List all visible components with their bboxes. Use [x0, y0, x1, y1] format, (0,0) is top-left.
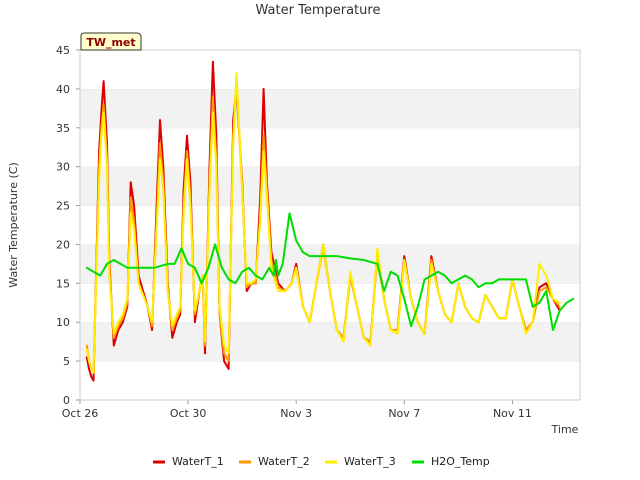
grid-band — [80, 50, 580, 89]
x-tick-label: Nov 11 — [493, 407, 532, 420]
legend-item: WaterT_3 — [325, 455, 396, 468]
legend-label: WaterT_1 — [172, 455, 224, 468]
grid-band — [80, 322, 580, 362]
legend: WaterT_1 WaterT_2 WaterT_3 H2O_Temp — [153, 455, 490, 468]
chart-title: Water Temperature — [256, 3, 381, 18]
y-axis-label: Water Temperature (C) — [7, 162, 20, 287]
legend-label: H2O_Temp — [431, 455, 490, 468]
series-layer — [85, 60, 575, 382]
x-tick-label: Oct 26 — [62, 407, 99, 420]
y-tick-label: 35 — [56, 122, 70, 135]
grid-band — [80, 244, 580, 284]
x-axis: Oct 26 Oct 30 Nov 3 Nov 7 Nov 11 — [62, 400, 532, 420]
series-line-watert-3 — [85, 72, 561, 374]
y-tick-label: 45 — [56, 44, 70, 57]
y-tick-label: 15 — [56, 277, 70, 290]
legend-item: WaterT_1 — [153, 455, 224, 468]
y-axis: 0 5 10 15 20 25 30 35 40 45 — [56, 44, 80, 407]
station-badge-label: TW_met — [86, 36, 135, 49]
y-tick-label: 25 — [56, 200, 70, 213]
y-tick-label: 30 — [56, 161, 70, 174]
legend-item: H2O_Temp — [412, 455, 490, 468]
y-tick-label: 5 — [63, 355, 70, 368]
y-tick-label: 20 — [56, 238, 70, 251]
y-tick-label: 40 — [56, 83, 70, 96]
x-axis-label: Time — [551, 423, 579, 436]
plot-border — [79, 49, 581, 401]
grid-band — [80, 88, 580, 128]
legend-item: WaterT_2 — [239, 455, 310, 468]
grid-band — [80, 361, 580, 400]
x-tick-label: Oct 30 — [170, 407, 207, 420]
y-tick-label: 10 — [56, 316, 70, 329]
y-tick-label: 0 — [63, 394, 70, 407]
station-badge-box — [80, 32, 142, 51]
legend-label: WaterT_2 — [258, 455, 310, 468]
series-line-h2o-temp — [85, 212, 575, 331]
x-tick-label: Nov 7 — [388, 407, 420, 420]
legend-label: WaterT_3 — [344, 455, 396, 468]
station-badge: TW_met — [80, 32, 142, 51]
x-tick-label: Nov 3 — [280, 407, 312, 420]
grid-band — [80, 166, 580, 206]
grid-band — [80, 127, 580, 167]
